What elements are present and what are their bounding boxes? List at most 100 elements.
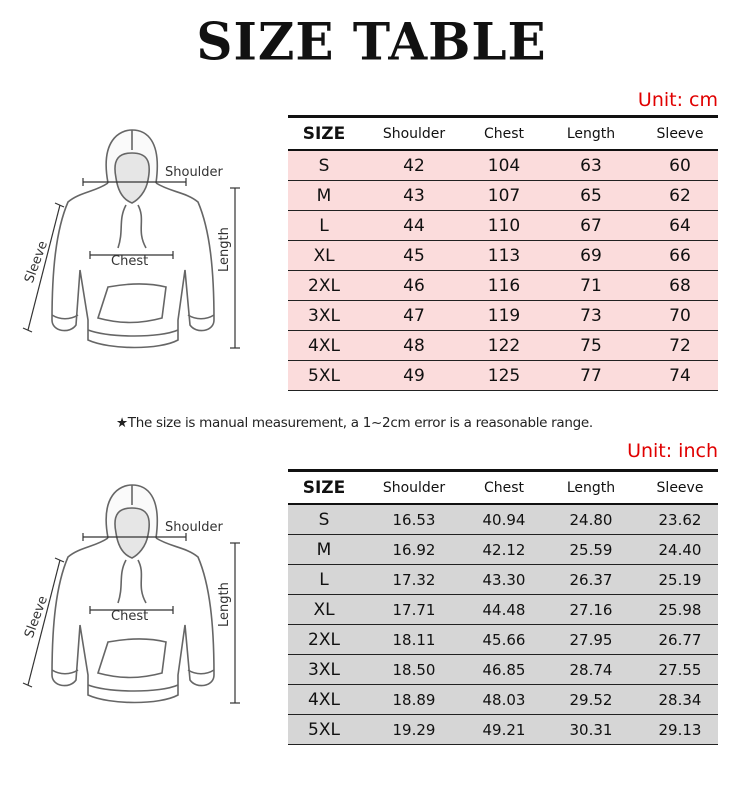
table-row: M 43 107 65 62 bbox=[288, 180, 718, 211]
value-cell: 46 bbox=[360, 270, 468, 301]
value-cell: 43.30 bbox=[468, 564, 540, 595]
value-cell: 25.98 bbox=[642, 594, 718, 625]
hoodie-diagram-inch: Shoulder Chest Length Sleeve bbox=[0, 475, 290, 715]
value-cell: 17.32 bbox=[360, 564, 468, 595]
value-cell: 73 bbox=[540, 300, 642, 331]
size-cell: L bbox=[288, 210, 360, 241]
value-cell: 43 bbox=[360, 180, 468, 211]
table-row: 5XL 19.29 49.21 30.31 29.13 bbox=[288, 714, 718, 745]
size-cell: S bbox=[288, 504, 360, 535]
value-cell: 24.80 bbox=[540, 504, 642, 535]
size-cell: L bbox=[288, 564, 360, 595]
size-cell: 3XL bbox=[288, 300, 360, 331]
table-row: S 42 104 63 60 bbox=[288, 150, 718, 181]
value-cell: 113 bbox=[468, 240, 540, 271]
size-cell: 5XL bbox=[288, 714, 360, 745]
value-cell: 29.13 bbox=[642, 714, 718, 745]
value-cell: 68 bbox=[642, 270, 718, 301]
table-row: L 17.32 43.30 26.37 25.19 bbox=[288, 564, 718, 595]
column-header: Chest bbox=[468, 115, 540, 151]
unit-cm-label: Unit: cm bbox=[637, 89, 718, 111]
value-cell: 29.52 bbox=[540, 684, 642, 715]
size-cell: M bbox=[288, 180, 360, 211]
value-cell: 18.89 bbox=[360, 684, 468, 715]
column-header: SIZE bbox=[288, 115, 360, 151]
value-cell: 119 bbox=[468, 300, 540, 331]
value-cell: 27.95 bbox=[540, 624, 642, 655]
value-cell: 116 bbox=[468, 270, 540, 301]
value-cell: 49 bbox=[360, 360, 468, 391]
value-cell: 47 bbox=[360, 300, 468, 331]
table-row: S 16.53 40.94 24.80 23.62 bbox=[288, 504, 718, 535]
table-row: 5XL 49 125 77 74 bbox=[288, 360, 718, 391]
value-cell: 24.40 bbox=[642, 534, 718, 565]
value-cell: 30.31 bbox=[540, 714, 642, 745]
value-cell: 62 bbox=[642, 180, 718, 211]
value-cell: 27.16 bbox=[540, 594, 642, 625]
value-cell: 40.94 bbox=[468, 504, 540, 535]
column-header: Shoulder bbox=[360, 469, 468, 505]
column-header: SIZE bbox=[288, 469, 360, 505]
column-header: Sleeve bbox=[642, 115, 718, 151]
value-cell: 48 bbox=[360, 330, 468, 361]
table-row: 3XL 18.50 46.85 28.74 27.55 bbox=[288, 654, 718, 685]
table-row: 4XL 48 122 75 72 bbox=[288, 330, 718, 361]
value-cell: 26.37 bbox=[540, 564, 642, 595]
size-cell: 5XL bbox=[288, 360, 360, 391]
shoulder-label: Shoulder bbox=[165, 165, 223, 180]
size-cell: M bbox=[288, 534, 360, 565]
length-label: Length bbox=[217, 582, 232, 627]
value-cell: 60 bbox=[642, 150, 718, 181]
value-cell: 28.74 bbox=[540, 654, 642, 685]
column-header: Shoulder bbox=[360, 115, 468, 151]
value-cell: 16.53 bbox=[360, 504, 468, 535]
table-header-row: SIZE Shoulder Chest Length Sleeve bbox=[288, 469, 718, 505]
value-cell: 63 bbox=[540, 150, 642, 181]
column-header: Length bbox=[540, 469, 642, 505]
value-cell: 122 bbox=[468, 330, 540, 361]
value-cell: 17.71 bbox=[360, 594, 468, 625]
value-cell: 18.11 bbox=[360, 624, 468, 655]
table-row: 2XL 46 116 71 68 bbox=[288, 270, 718, 301]
value-cell: 45 bbox=[360, 240, 468, 271]
value-cell: 25.19 bbox=[642, 564, 718, 595]
size-cell: S bbox=[288, 150, 360, 181]
value-cell: 28.34 bbox=[642, 684, 718, 715]
size-cell: 2XL bbox=[288, 270, 360, 301]
value-cell: 48.03 bbox=[468, 684, 540, 715]
value-cell: 45.66 bbox=[468, 624, 540, 655]
value-cell: 66 bbox=[642, 240, 718, 271]
value-cell: 71 bbox=[540, 270, 642, 301]
hoodie-diagram-cm: Shoulder Chest Length Sleeve bbox=[0, 120, 290, 360]
value-cell: 69 bbox=[540, 240, 642, 271]
value-cell: 19.29 bbox=[360, 714, 468, 745]
size-table-cm: SIZE Shoulder Chest Length Sleeve S 42 104 63 60 M… bbox=[288, 115, 718, 391]
table-header-row: SIZE Shoulder Chest Length Sleeve bbox=[288, 115, 718, 151]
table-row: XL 17.71 44.48 27.16 25.98 bbox=[288, 594, 718, 625]
size-cell: 4XL bbox=[288, 330, 360, 361]
page-title: SIZE TABLE bbox=[196, 11, 547, 72]
value-cell: 25.59 bbox=[540, 534, 642, 565]
length-label: Length bbox=[217, 227, 232, 272]
value-cell: 23.62 bbox=[642, 504, 718, 535]
value-cell: 44.48 bbox=[468, 594, 540, 625]
value-cell: 49.21 bbox=[468, 714, 540, 745]
size-cell: 3XL bbox=[288, 654, 360, 685]
value-cell: 70 bbox=[642, 300, 718, 331]
hoodie-illustration bbox=[22, 484, 240, 704]
value-cell: 16.92 bbox=[360, 534, 468, 565]
value-cell: 27.55 bbox=[642, 654, 718, 685]
value-cell: 107 bbox=[468, 180, 540, 211]
size-cell: 2XL bbox=[288, 624, 360, 655]
value-cell: 77 bbox=[540, 360, 642, 391]
value-cell: 104 bbox=[468, 150, 540, 181]
measurement-note: ★The size is manual measurement, a 1~2cm… bbox=[116, 415, 593, 431]
value-cell: 72 bbox=[642, 330, 718, 361]
table-row: 3XL 47 119 73 70 bbox=[288, 300, 718, 331]
column-header: Length bbox=[540, 115, 642, 151]
hoodie-illustration bbox=[22, 129, 240, 349]
table-row: L 44 110 67 64 bbox=[288, 210, 718, 241]
value-cell: 75 bbox=[540, 330, 642, 361]
table-row: M 16.92 42.12 25.59 24.40 bbox=[288, 534, 718, 565]
value-cell: 110 bbox=[468, 210, 540, 241]
